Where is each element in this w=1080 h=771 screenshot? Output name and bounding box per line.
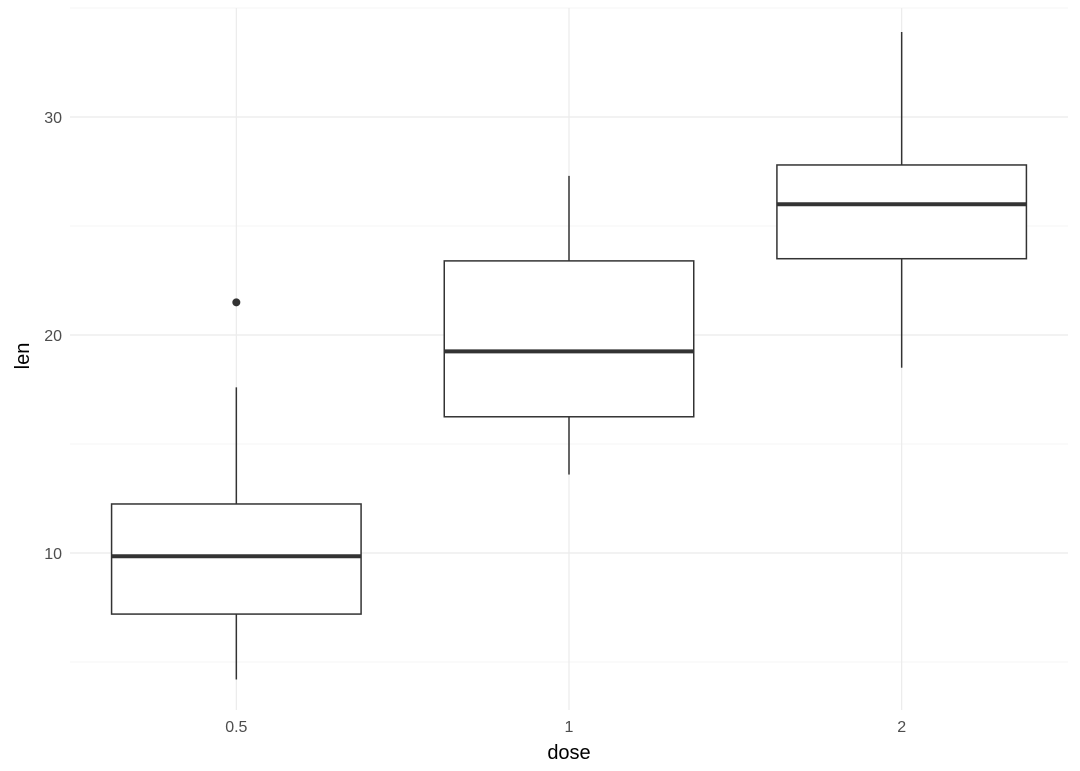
x-axis-title: dose (547, 742, 590, 764)
x-tick-label: 2 (897, 719, 906, 736)
x-tick-label: 1 (565, 719, 574, 736)
box-body (110, 503, 362, 615)
box-body (776, 164, 1028, 260)
y-tick-label: 10 (44, 546, 62, 563)
box-layer (110, 31, 1028, 680)
y-tick-label: 30 (44, 110, 62, 127)
box-body (443, 260, 695, 418)
y-tick-label: 20 (44, 328, 62, 345)
x-tick-label: 0.5 (225, 719, 247, 736)
y-axis-title: len (12, 343, 34, 370)
outlier-point (232, 298, 241, 307)
label-layer: 10 20 30 0.5 1 2 (44, 110, 906, 736)
